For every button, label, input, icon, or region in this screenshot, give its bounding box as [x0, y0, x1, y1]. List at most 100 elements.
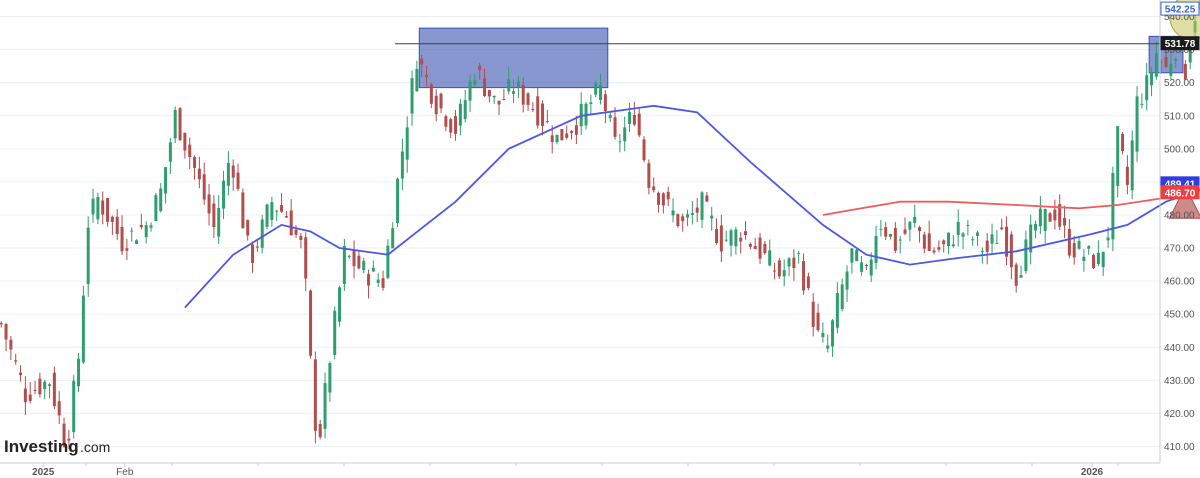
candle-body [507, 79, 511, 92]
candle-body [531, 108, 535, 110]
candle-body [1067, 228, 1071, 256]
candle-body [280, 205, 284, 212]
candle-body [710, 215, 714, 219]
candle-body [429, 84, 433, 104]
y-tick-label: 460.00 [1164, 277, 1195, 288]
candle-body [444, 116, 448, 127]
candle-body [618, 141, 622, 143]
price-tag: 531.78 [1160, 36, 1200, 51]
moving-average-layer [184, 104, 1200, 309]
candle-body [802, 261, 806, 291]
price-tag-box [1160, 1, 1200, 16]
candle-body [608, 114, 612, 118]
candle-body [1106, 237, 1110, 241]
price-tag-box [1160, 185, 1200, 200]
candle-body [739, 237, 743, 242]
candle-body [478, 65, 482, 71]
candle-body [555, 134, 559, 143]
candle-body [4, 323, 8, 340]
candle-body [222, 180, 226, 209]
candle-body [956, 221, 960, 235]
candle-body [1145, 75, 1149, 101]
candle-body [173, 110, 177, 139]
x-tick-label: 2025 [32, 467, 55, 478]
candle-body [1183, 64, 1187, 80]
candle-body [400, 151, 404, 179]
candle-body [1135, 96, 1139, 152]
candle-body [594, 83, 598, 95]
candle-body [792, 257, 796, 269]
candle-body [304, 237, 308, 279]
candle-body [77, 358, 81, 387]
candle-body [884, 227, 888, 237]
candle-body [483, 78, 487, 97]
candle-body [342, 246, 346, 284]
candle-body [62, 423, 66, 447]
candle-body [1038, 208, 1042, 227]
candle-body [415, 68, 419, 92]
candle-body [686, 214, 690, 218]
candle-body [357, 255, 361, 269]
logo-main-text: Investing [4, 437, 79, 456]
candle-body [275, 210, 279, 212]
candle-body [9, 339, 13, 350]
candle-body [690, 212, 694, 215]
y-tick-label: 450.00 [1164, 310, 1195, 321]
candle-body [226, 162, 230, 186]
candle-body [265, 204, 269, 227]
candle-body [28, 394, 32, 401]
y-tick-label: 420.00 [1164, 409, 1195, 420]
x-tick-label: 2026 [1081, 467, 1104, 478]
candle-body [1009, 234, 1013, 268]
candle-body [990, 234, 994, 244]
candle-body [260, 219, 264, 248]
candle-body [246, 220, 250, 236]
y-tick-label: 510.00 [1164, 111, 1195, 122]
candle-body [48, 384, 52, 386]
candle-body [439, 93, 443, 109]
candle-body [159, 188, 163, 212]
candle-body [1063, 217, 1067, 226]
candle-body [376, 279, 380, 283]
candle-body [347, 255, 351, 257]
candle-body [700, 192, 704, 220]
candle-body [1034, 223, 1038, 231]
candle-body [512, 91, 516, 94]
candle-body [545, 121, 549, 123]
candle-body [705, 195, 709, 202]
candle-body [797, 253, 801, 255]
candle-body [473, 79, 477, 85]
candle-body [164, 167, 168, 194]
candle-body [681, 216, 685, 222]
candle-body [913, 216, 917, 223]
candle-body [43, 381, 47, 389]
candle-body [652, 186, 656, 191]
candle-body [236, 172, 240, 189]
candle-body [381, 278, 385, 288]
candle-body [589, 102, 593, 105]
candle-body [671, 210, 675, 216]
candle-body [1000, 227, 1004, 230]
candle-body [536, 96, 540, 126]
candle-body [768, 250, 772, 266]
candle-body [729, 230, 733, 246]
candle-body [241, 192, 245, 229]
candle-body [1077, 241, 1081, 249]
candle-body [72, 380, 76, 433]
candle-body [57, 401, 61, 416]
candle-body [864, 265, 868, 267]
candle-body [1029, 224, 1033, 253]
candle-body [96, 196, 100, 220]
candle-body [637, 113, 641, 136]
moving-average-blue [184, 104, 1200, 309]
candle-body [565, 133, 569, 138]
candle-body [14, 360, 18, 362]
candle-body [719, 225, 723, 252]
candle-body [1092, 254, 1096, 269]
y-tick-label: 530.00 [1164, 45, 1195, 56]
y-tick-label: 500.00 [1164, 144, 1195, 155]
candle-body [1169, 63, 1173, 76]
candle-body [753, 245, 757, 250]
candle-body [1043, 209, 1047, 231]
